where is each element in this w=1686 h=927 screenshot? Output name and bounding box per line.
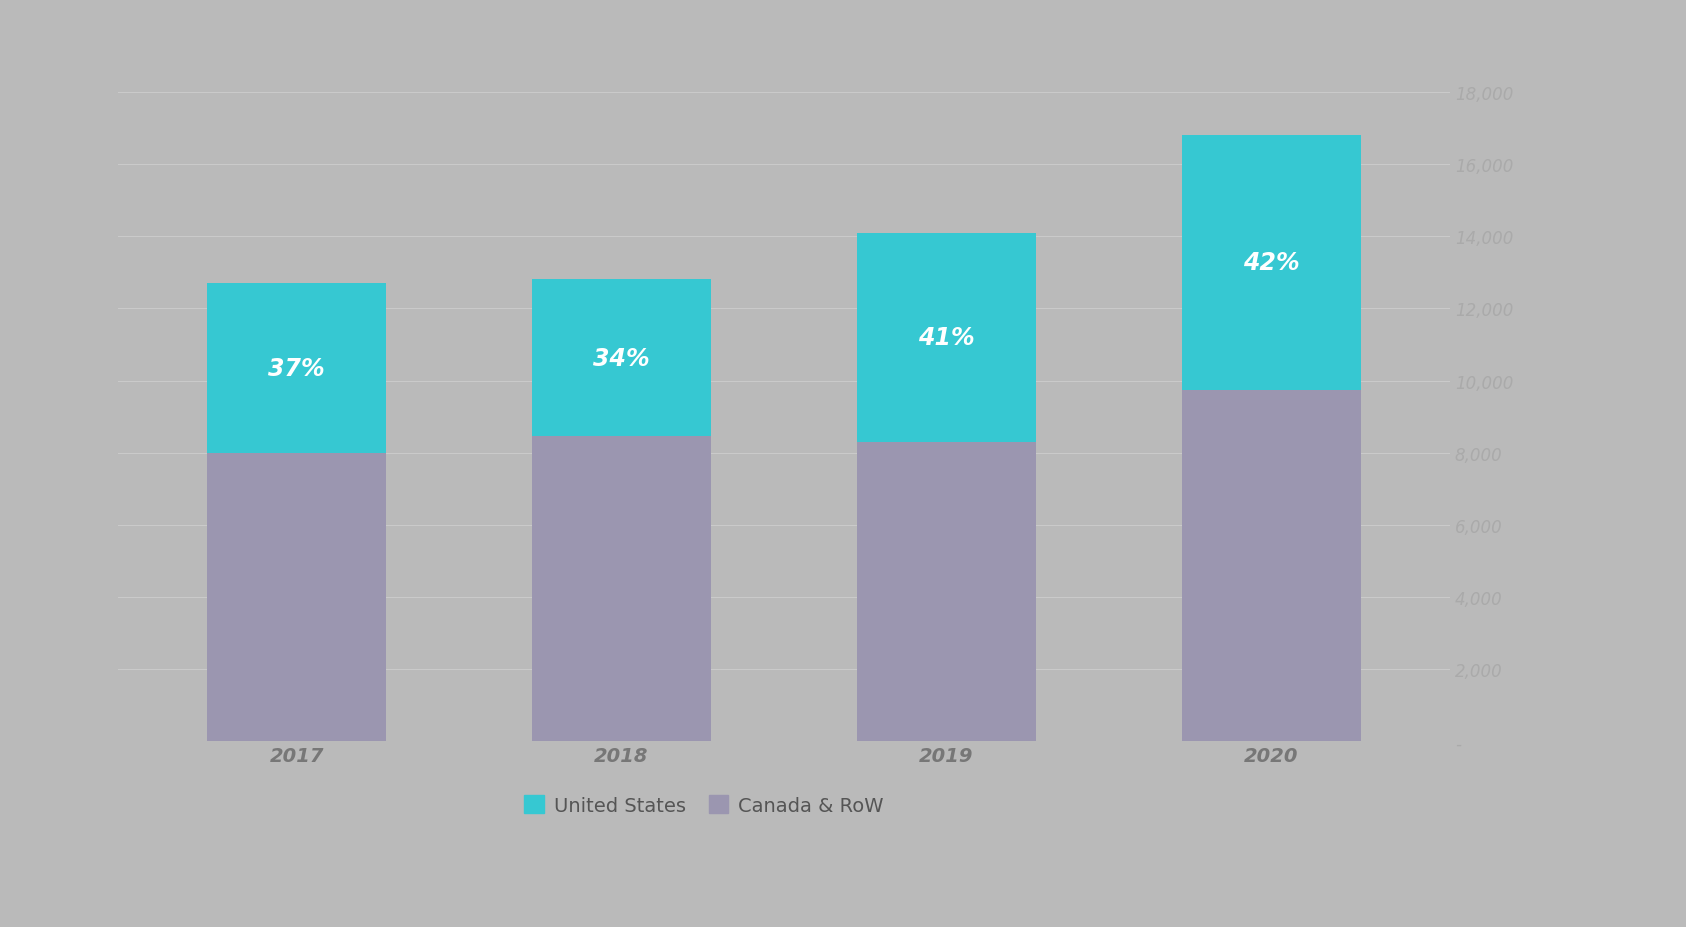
Bar (533, 280, 711, 437)
Bar (856, 442, 1035, 742)
Bar (1182, 136, 1361, 390)
Bar (207, 284, 386, 453)
Text: 37%: 37% (268, 357, 325, 380)
Bar (207, 453, 386, 742)
Text: 41%: 41% (919, 326, 975, 349)
Legend: United States, Canada & RoW: United States, Canada & RoW (516, 788, 892, 823)
Text: 34%: 34% (593, 347, 649, 371)
Bar (856, 234, 1035, 442)
Text: 42%: 42% (1243, 251, 1300, 275)
Bar (533, 437, 711, 742)
Bar (1182, 390, 1361, 742)
